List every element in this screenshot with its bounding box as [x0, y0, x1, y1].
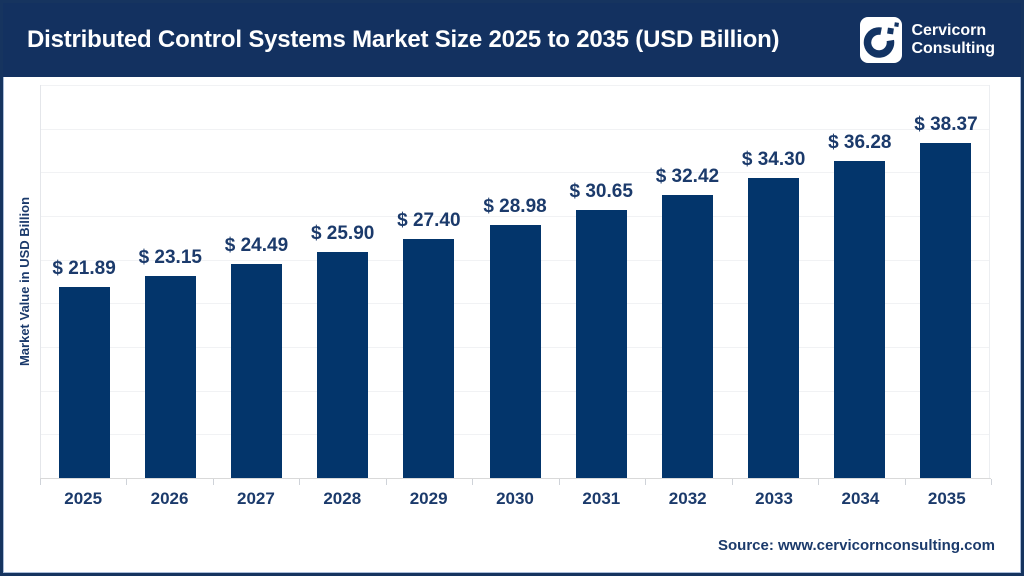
- bar-value-label: $ 34.30: [741, 149, 806, 171]
- bar: [144, 275, 196, 478]
- bar-value-label: $ 30.65: [569, 181, 633, 203]
- bar-value-label: $ 28.98: [483, 195, 547, 217]
- bar-value-label: $ 38.37: [914, 113, 978, 135]
- plot-area: $ 21.89 $ 23.15 $ 24.49 $ 25.90 $ 27.40 $ 28.…: [40, 85, 990, 478]
- x-axis-tick-label: 2027: [236, 489, 275, 508]
- bar: [403, 238, 455, 478]
- x-axis-tick-label: 2028: [323, 489, 362, 508]
- bar-slot: $ 28.98: [472, 196, 558, 478]
- x-axis-tick: [991, 479, 992, 485]
- x-axis-tick: [558, 479, 560, 485]
- x-axis-tick-label: 2032: [668, 489, 707, 508]
- x-axis-tick-label: 2033: [755, 489, 793, 508]
- x-axis-tick-label: 2029: [409, 489, 448, 508]
- x-axis-tick: [385, 479, 387, 485]
- bar: [317, 251, 369, 478]
- chart-title: Distributed Control Systems Market Size …: [27, 26, 780, 53]
- x-axis-tick: [818, 479, 820, 485]
- x-axis-tick: [212, 479, 214, 485]
- brand-name-line1: Cervicorn: [911, 22, 987, 40]
- bar-slot: $ 21.89: [41, 258, 127, 478]
- x-axis-line: [40, 478, 991, 479]
- x-axis-tick-label: 2031: [582, 489, 621, 508]
- y-axis-label-text: Market Value in USD Billion: [17, 196, 33, 367]
- x-axis-tick-label: 2035: [927, 489, 966, 508]
- bar: [489, 224, 541, 478]
- x-axis-tick: [40, 479, 41, 485]
- brand-name-line2: Consulting: [911, 40, 995, 57]
- bar-value-label: $ 32.42: [655, 165, 720, 187]
- bar: [575, 210, 627, 478]
- x-axis-tick: [126, 479, 128, 485]
- x-axis-tick: [731, 479, 733, 485]
- bars: $ 21.89 $ 23.15 $ 24.49 $ 25.90 $ 27.40 $ 28.…: [41, 85, 989, 478]
- bar-value-label: $ 24.49: [224, 235, 289, 257]
- brand-logo: Cervicorn Consulting: [860, 17, 995, 63]
- bar-slot: $ 38.37: [903, 114, 989, 478]
- x-axis-tick-label: 2030: [496, 489, 534, 508]
- bar: [748, 178, 800, 478]
- bar-slot: $ 23.15: [127, 247, 213, 478]
- bar-slot: $ 36.28: [817, 132, 903, 478]
- x-axis-tick-label: 2025: [64, 489, 103, 508]
- bar-slot: $ 25.90: [300, 223, 386, 478]
- gridline: [41, 216, 989, 217]
- gridline: [41, 128, 989, 130]
- bar-slot: $ 32.42: [644, 166, 730, 478]
- gridline: [41, 172, 989, 174]
- x-axis-tick: [472, 479, 474, 485]
- gridline: [41, 85, 989, 86]
- bar-slot: $ 27.40: [386, 210, 472, 478]
- bar: [834, 161, 886, 478]
- x-axis-tick: [904, 479, 906, 485]
- bar-value-label: $ 27.40: [397, 209, 461, 231]
- x-axis-labels: 2025 2026 2027 2028 2029 2030 2031 2032 2033 2034…: [40, 489, 990, 509]
- bar-value-label: $ 25.90: [310, 222, 375, 244]
- bar-value-label: $ 23.15: [138, 246, 202, 268]
- bar: [920, 142, 972, 478]
- bar: [661, 194, 713, 478]
- x-axis-tick: [645, 479, 647, 485]
- bar-value-label: $ 36.28: [828, 132, 892, 154]
- brand-name: Cervicorn Consulting: [911, 22, 995, 58]
- bar-value-label: $ 21.89: [52, 257, 116, 279]
- x-axis-ticks: [40, 479, 992, 485]
- header-bar: Distributed Control Systems Market Size …: [3, 3, 1021, 77]
- bar: [230, 264, 282, 478]
- bar-slot: $ 24.49: [213, 235, 299, 478]
- y-axis-label: Market Value in USD Billion: [12, 85, 38, 478]
- bar-slot: $ 30.65: [558, 181, 644, 478]
- bar: [58, 286, 110, 478]
- x-axis-tick-label: 2034: [841, 489, 880, 508]
- x-axis-tick: [299, 479, 301, 485]
- source-note: Source: www.cervicornconsulting.com: [717, 537, 995, 554]
- x-axis-tick-label: 2026: [150, 489, 189, 508]
- cervicorn-c-logo-icon: [860, 17, 903, 63]
- bar-slot: $ 34.30: [731, 149, 817, 478]
